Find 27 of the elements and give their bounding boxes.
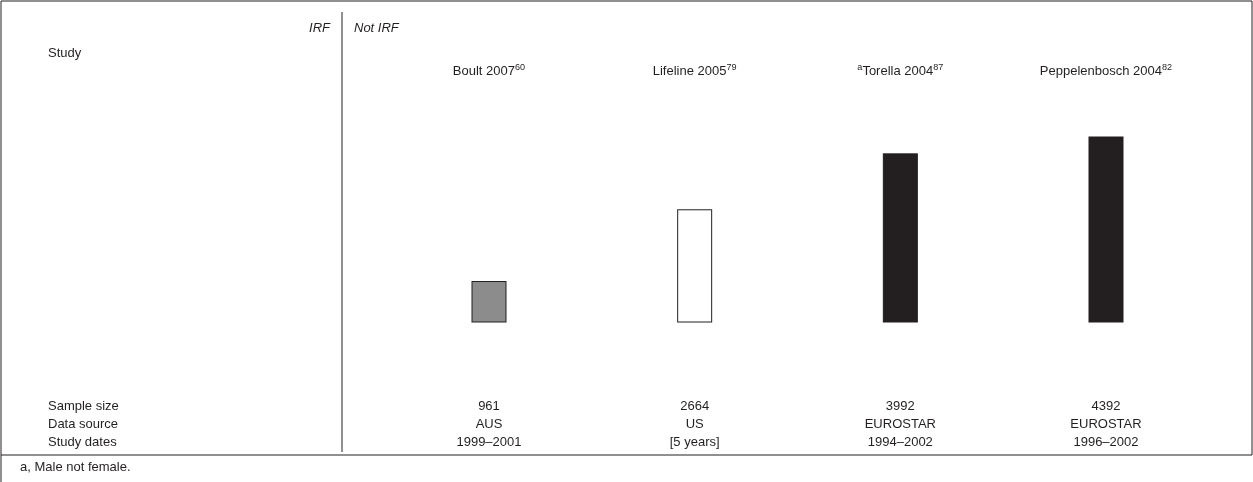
text: Sample size: [48, 398, 119, 413]
text: US: [685, 416, 705, 431]
text: [5 years]: [669, 434, 720, 449]
text: EUROSTAR: [864, 416, 936, 431]
text: Not IRF: [354, 20, 400, 35]
text: Study dates: [48, 434, 118, 449]
text: 1996–2002: [1073, 434, 1139, 449]
bar: [882, 153, 918, 323]
data-label: 4392: [1091, 398, 1121, 413]
x-tick-label: Boult 2007$^{60}$: [452, 62, 526, 78]
x-tick-label: Peppelenbosch 2004$^{82}$: [1039, 62, 1173, 78]
data-label: 961: [478, 398, 500, 413]
text: a, Male not female.: [20, 459, 131, 474]
bar: [471, 281, 507, 323]
data-label: 3992: [885, 398, 915, 413]
text: AUS: [475, 416, 503, 431]
text: Data source: [48, 416, 119, 431]
x-tick-label: $^{a}$Torella 2004$^{87}$: [857, 62, 944, 78]
bar: [1088, 136, 1124, 323]
bar: [677, 209, 713, 323]
text: EUROSTAR: [1070, 416, 1142, 431]
text: IRF: [309, 20, 332, 35]
text: 1999–2001: [456, 434, 522, 449]
text: 1994–2002: [867, 434, 933, 449]
x-tick-label: Lifeline 2005$^{79}$: [652, 62, 737, 78]
text: Study: [48, 45, 82, 60]
data-label: 2664: [680, 398, 710, 413]
